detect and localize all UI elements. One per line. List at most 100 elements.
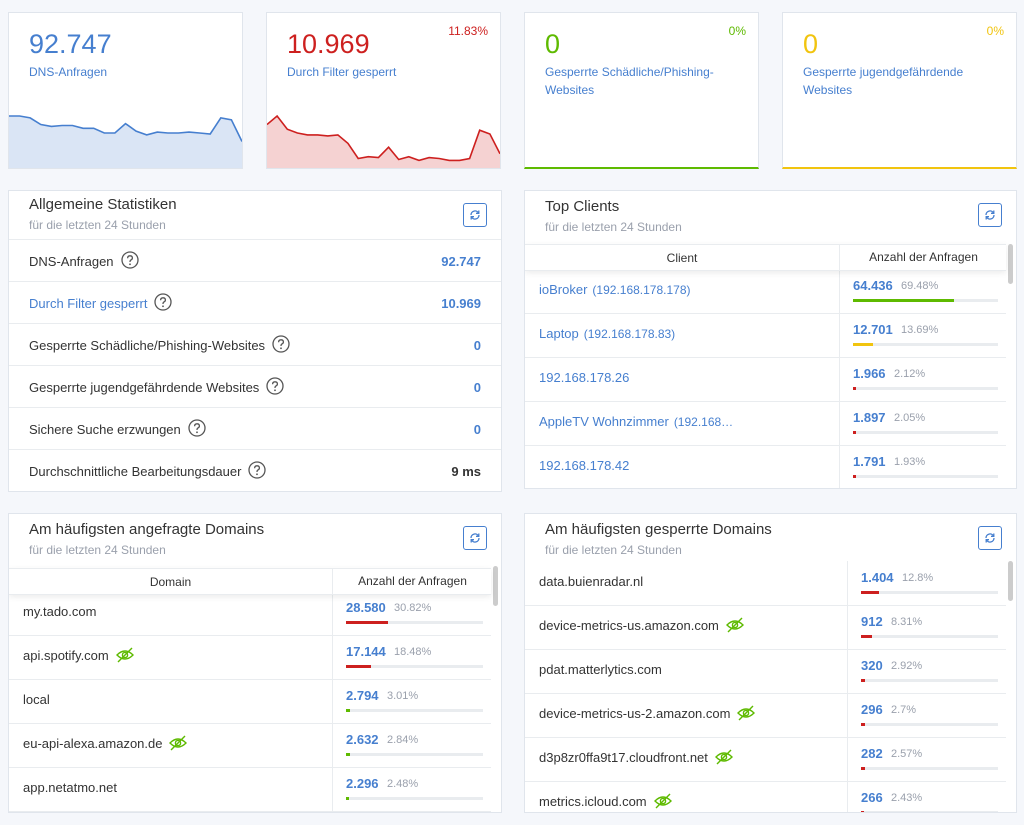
- row-name: app.netatmo.net: [23, 780, 117, 795]
- table-header: Client Anzahl der Anfragen: [525, 244, 1006, 271]
- sparkline: [9, 115, 242, 168]
- eye-slash: [738, 705, 754, 721]
- table-row: pdat.matterlytics.com 320 2.92%: [525, 649, 1006, 694]
- stat-percent: 0%: [986, 24, 1004, 38]
- bar-track: [861, 723, 998, 726]
- help-icon: [188, 419, 206, 437]
- eye-slash: [655, 793, 671, 809]
- count: 282: [861, 746, 883, 761]
- tracker-icon: [737, 705, 755, 721]
- table-panel: Am häufigsten gesperrte Domains für die l…: [524, 513, 1017, 813]
- column-header: Client: [666, 251, 698, 265]
- bar: [861, 723, 865, 726]
- stat-card: 10.969 Durch Filter gesperrt 11.83%: [266, 12, 501, 169]
- eye-slash: [727, 617, 743, 633]
- refresh-icon: [470, 210, 480, 220]
- refresh-arrow: [985, 533, 995, 543]
- count: 912: [861, 614, 883, 629]
- table-row: ioBroker (192.168.178.178) 64.436 69.48%: [525, 269, 1006, 314]
- eye-pupil: [659, 797, 667, 805]
- table-row: metrics.icloud.com 266 2.43%: [525, 781, 1006, 812]
- column-header: Anzahl der Anfragen: [332, 569, 492, 594]
- panel-subtitle: für die letzten 24 Stunden: [29, 218, 166, 232]
- bar: [346, 621, 389, 624]
- name-text: 192.168.178.42: [539, 458, 630, 473]
- refresh-button[interactable]: [463, 526, 487, 550]
- name-text: device-metrics-us.amazon.com: [539, 618, 719, 633]
- refresh-arc: [985, 210, 995, 220]
- stat-row-label: Gesperrte jugendgefährdende Websites: [29, 380, 260, 395]
- stat-percent: 11.83%: [448, 24, 488, 38]
- column-divider: [332, 723, 333, 767]
- column-divider: [332, 679, 333, 723]
- refresh-icon: [985, 210, 995, 220]
- name-text: device-metrics-us-2.amazon.com: [539, 706, 731, 721]
- stat-row-value: 9 ms: [451, 464, 481, 479]
- bar-track: [346, 797, 483, 800]
- bar: [853, 475, 856, 478]
- stat-card: 92.747 DNS-Anfragen: [8, 12, 243, 169]
- eye-slash: [716, 749, 732, 765]
- count: 1.404: [861, 570, 894, 585]
- sparkline-line: [9, 115, 242, 142]
- name-text: data.buienradar.nl: [539, 574, 644, 589]
- stat-row-value: 0: [473, 380, 481, 395]
- general-stats-rows: DNS-Anfragen 92.747 Durch Filter gesperrt 1…: [9, 239, 501, 491]
- column-divider: [332, 767, 333, 811]
- row-name: device-metrics-us-2.amazon.com: [539, 706, 730, 721]
- row-name: metrics.icloud.com: [539, 794, 647, 809]
- table-row: device-metrics-us-2.amazon.com 296 2.7%: [525, 693, 1006, 738]
- refresh-icon: [985, 533, 995, 543]
- refresh-arc: [470, 210, 480, 220]
- refresh-arc: [985, 533, 995, 543]
- ip-text: (192.168.178.83): [583, 327, 676, 341]
- scrollbar: [1008, 244, 1013, 284]
- percent: 13.69%: [901, 324, 939, 336]
- stat-row-value: 0: [473, 422, 481, 437]
- column-divider: [847, 605, 848, 649]
- percent: 2.48%: [387, 778, 419, 790]
- percent: 3.01%: [387, 690, 419, 702]
- bar: [853, 299, 954, 302]
- stat-row: Gesperrte jugendgefährdende Websites 0: [9, 365, 501, 408]
- column-divider: [839, 313, 840, 357]
- ip-text: (192.168.178.178): [592, 283, 691, 297]
- percent: 2.84%: [387, 734, 419, 746]
- sparkline-line: [267, 114, 500, 162]
- ip-text: (192.168…: [673, 415, 734, 429]
- panel-subtitle: für die letzten 24 Stunden: [545, 220, 682, 234]
- bar-track: [346, 709, 483, 712]
- bar: [861, 811, 865, 812]
- panel-title: Am häufigsten angefragte Domains: [29, 521, 265, 538]
- refresh-arrow: [470, 210, 480, 220]
- stat-label: Gesperrte jugendgefährdende Websites: [803, 65, 964, 97]
- stat-value: 0: [803, 29, 819, 59]
- panel-subtitle: für die letzten 24 Stunden: [29, 543, 166, 557]
- help-mark: [159, 297, 167, 305]
- stat-row: DNS-Anfragen 92.747: [9, 239, 501, 282]
- table-row: 192.168.178.42 1.791 1.93%: [525, 445, 1006, 488]
- sparkline-area: [9, 116, 242, 168]
- stat-row-label: Gesperrte Schädliche/Phishing-Websites: [29, 338, 266, 353]
- refresh-button[interactable]: [978, 526, 1002, 550]
- bar: [861, 679, 865, 682]
- refresh-button[interactable]: [978, 203, 1002, 227]
- column-divider: [839, 269, 840, 313]
- name-text: 192.168.178.26: [539, 370, 630, 385]
- help-mark: [193, 423, 201, 431]
- bar: [853, 387, 857, 390]
- table-row: d3p8zr0ffa9t17.cloudfront.net 282 2.57%: [525, 737, 1006, 782]
- bar-track: [861, 767, 998, 770]
- percent: 30.82%: [394, 602, 432, 614]
- stat-card: 0 Gesperrte jugendgefährdende Websites 0%: [782, 12, 1017, 169]
- column-divider: [839, 445, 840, 488]
- column-divider: [847, 649, 848, 693]
- stat-value: 92.747: [29, 29, 112, 59]
- count: 1.791: [853, 454, 886, 469]
- help-icon: [266, 377, 284, 395]
- refresh-button[interactable]: [463, 203, 487, 227]
- eye-pupil: [121, 651, 129, 659]
- bar: [861, 635, 873, 638]
- table-header: Domain Anzahl der Anfragen: [9, 568, 491, 595]
- count: 2.632: [346, 732, 379, 747]
